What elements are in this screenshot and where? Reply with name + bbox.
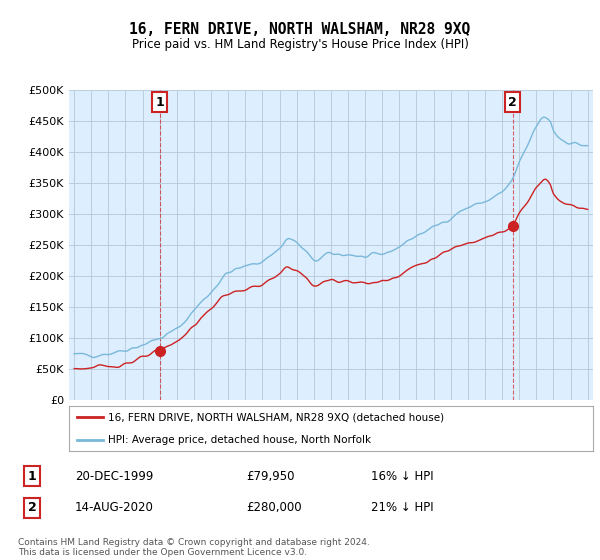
Text: 16, FERN DRIVE, NORTH WALSHAM, NR28 9XQ: 16, FERN DRIVE, NORTH WALSHAM, NR28 9XQ <box>130 22 470 38</box>
Text: £79,950: £79,950 <box>246 470 295 483</box>
Text: 2: 2 <box>508 96 517 109</box>
Text: 21% ↓ HPI: 21% ↓ HPI <box>371 501 434 514</box>
Text: 16% ↓ HPI: 16% ↓ HPI <box>371 470 434 483</box>
Text: Contains HM Land Registry data © Crown copyright and database right 2024.
This d: Contains HM Land Registry data © Crown c… <box>18 538 370 557</box>
Text: 14-AUG-2020: 14-AUG-2020 <box>75 501 154 514</box>
Text: 16, FERN DRIVE, NORTH WALSHAM, NR28 9XQ (detached house): 16, FERN DRIVE, NORTH WALSHAM, NR28 9XQ … <box>108 412 445 422</box>
Text: 20-DEC-1999: 20-DEC-1999 <box>75 470 154 483</box>
Text: 2: 2 <box>28 501 37 514</box>
Text: £280,000: £280,000 <box>246 501 302 514</box>
Text: 1: 1 <box>155 96 164 109</box>
Text: 1: 1 <box>28 470 37 483</box>
Text: HPI: Average price, detached house, North Norfolk: HPI: Average price, detached house, Nort… <box>108 435 371 445</box>
Text: Price paid vs. HM Land Registry's House Price Index (HPI): Price paid vs. HM Land Registry's House … <box>131 38 469 51</box>
